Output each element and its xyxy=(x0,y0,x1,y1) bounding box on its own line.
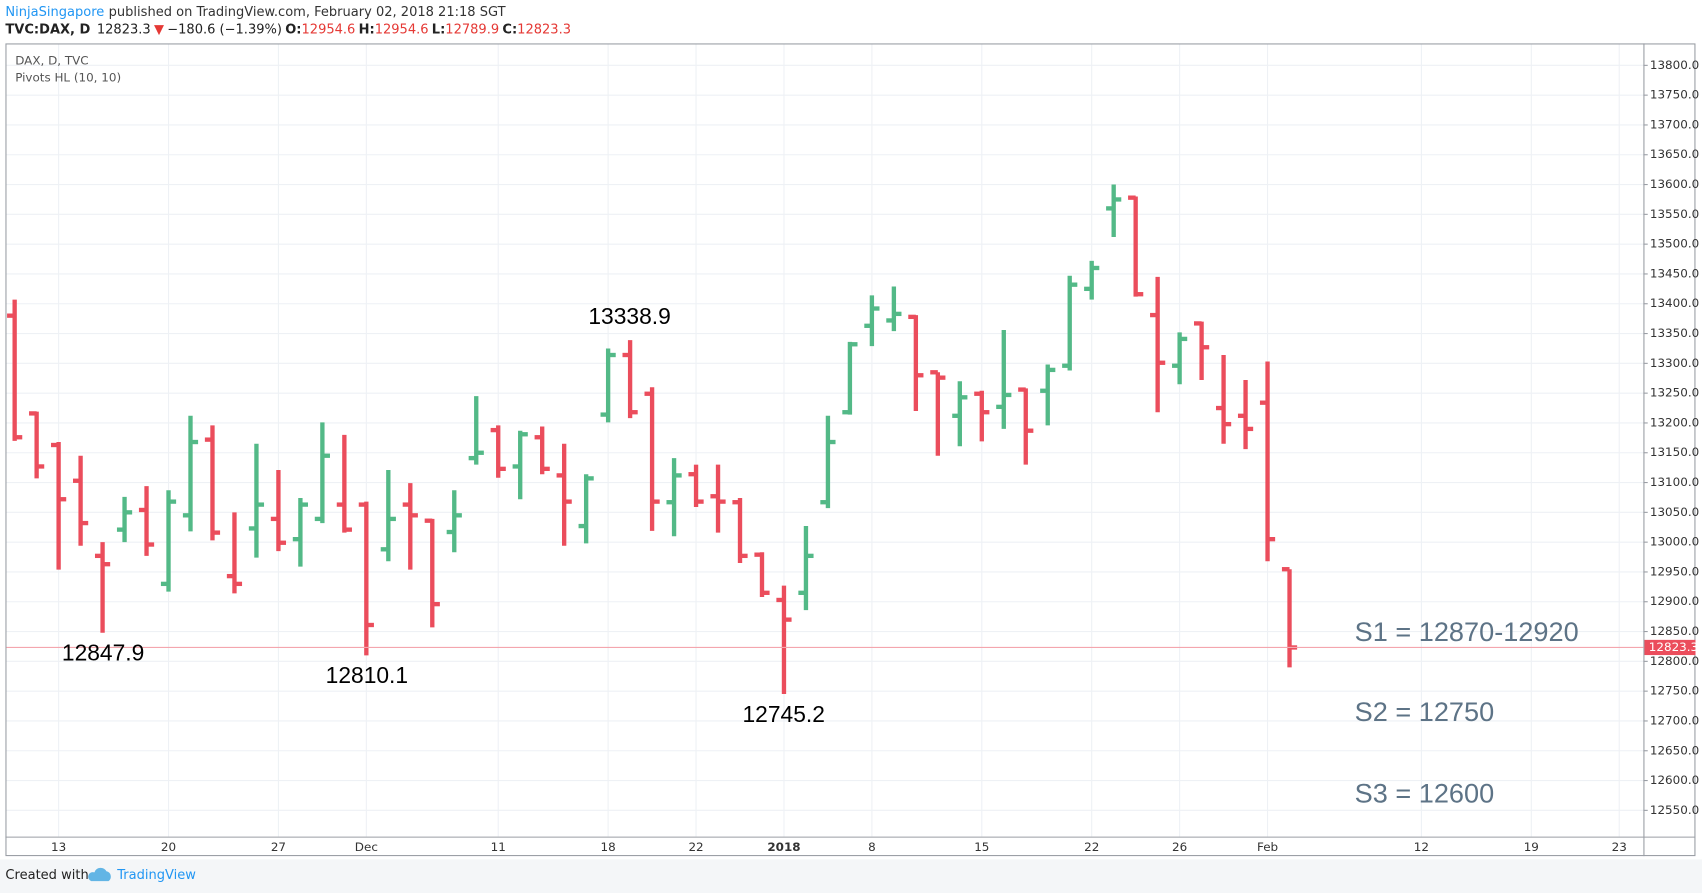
x-tick-label: 8 xyxy=(868,840,876,854)
y-tick-label: 13300.0 xyxy=(1650,356,1699,370)
y-tick-label: 13400.0 xyxy=(1650,296,1699,310)
ohlc-value: 12823.3 xyxy=(517,22,571,37)
x-tick-label: 15 xyxy=(974,840,989,854)
annotation: 12810.1 xyxy=(326,662,408,688)
author[interactable]: NinjaSingapore xyxy=(5,4,104,19)
y-tick-label: 13450.0 xyxy=(1650,266,1699,280)
x-tick-label: 22 xyxy=(688,840,703,854)
legend-indicator: Pivots HL (10, 10) xyxy=(15,71,121,85)
y-tick-label: 13000.0 xyxy=(1650,535,1699,549)
y-tick-label: 12550.0 xyxy=(1650,803,1699,817)
y-tick-label: 13750.0 xyxy=(1650,88,1699,102)
change: −180.6 (−1.39%) xyxy=(167,22,282,37)
ohlc-label: L: xyxy=(432,22,446,37)
y-tick-label: 12750.0 xyxy=(1650,684,1699,698)
x-tick-label: 22 xyxy=(1084,840,1099,854)
y-tick-label: 13100.0 xyxy=(1650,475,1699,489)
y-tick-label: 12850.0 xyxy=(1650,624,1699,638)
ohlc-value: 12954.6 xyxy=(375,22,429,37)
x-tick-label: 27 xyxy=(271,840,286,854)
y-tick-label: 13800.0 xyxy=(1650,58,1699,72)
x-tick-label: 18 xyxy=(601,840,616,854)
x-tick-label: 2018 xyxy=(767,840,800,854)
y-tick-label: 12700.0 xyxy=(1650,713,1699,727)
last-price-tag xyxy=(1644,639,1696,656)
y-tick-label: 13200.0 xyxy=(1650,415,1699,429)
x-tick-label: 23 xyxy=(1612,840,1627,854)
bars xyxy=(7,184,1298,695)
y-tick-label: 13500.0 xyxy=(1650,237,1699,251)
x-tick-label: Feb xyxy=(1257,840,1278,854)
x-tick-label: 12 xyxy=(1414,840,1429,854)
annotation: S2 = 12750 xyxy=(1355,696,1495,727)
footer-bar xyxy=(0,859,1702,893)
footer-brand[interactable]: TradingView xyxy=(116,868,196,883)
ohlc-value: 12789.9 xyxy=(445,22,499,37)
y-tick-label: 13650.0 xyxy=(1650,147,1699,161)
frame xyxy=(5,43,1696,857)
annotation: 13338.9 xyxy=(588,303,670,329)
logo xyxy=(88,867,111,882)
price: 12823.3 xyxy=(97,22,151,37)
y-tick-label: 13050.0 xyxy=(1650,505,1699,519)
y-tick-label: 12600.0 xyxy=(1650,773,1699,787)
ohlc-label: C: xyxy=(502,22,517,37)
footer-text: Created with xyxy=(5,868,88,883)
ohlc-label: O: xyxy=(285,22,301,37)
y-tick-label: 13350.0 xyxy=(1650,326,1699,340)
legend-title: DAX, D, TVC xyxy=(15,53,88,67)
y-tick-label: 12950.0 xyxy=(1650,564,1699,578)
x-tick-label: 19 xyxy=(1524,840,1539,854)
x-tick-label: 13 xyxy=(51,840,66,854)
y-tick-label: 13250.0 xyxy=(1650,386,1699,400)
symbol: TVC:DAX, D xyxy=(5,22,90,37)
published: published on TradingView.com, February 0… xyxy=(109,4,506,19)
symbol-line: TVC:DAX, D 12823.3 ▼ −180.6 (−1.39%) O:12954… xyxy=(5,22,571,37)
annotation: S3 = 12600 xyxy=(1355,778,1495,809)
y-tick-label: 13150.0 xyxy=(1650,445,1699,459)
x-tick-label: 26 xyxy=(1172,840,1187,854)
last-price-label: 12823.3 xyxy=(1649,640,1698,654)
y-tick-label: 13700.0 xyxy=(1650,117,1699,131)
x-tick-label: 11 xyxy=(491,840,506,854)
y-tick-label: 12650.0 xyxy=(1650,743,1699,757)
annotation: 12745.2 xyxy=(743,701,825,727)
arrow: ▼ xyxy=(154,22,164,37)
x-tick-label: Dec xyxy=(355,840,378,854)
y-tick-label: 13600.0 xyxy=(1650,177,1699,191)
y-tick-label: 13550.0 xyxy=(1650,207,1699,221)
ohlc-label: H: xyxy=(359,22,375,37)
annotation: S1 = 12870-12920 xyxy=(1355,616,1579,647)
x-tick-label: 20 xyxy=(161,840,176,854)
header-line: NinjaSingapore published on TradingView.c… xyxy=(5,4,505,19)
y-tick-label: 12900.0 xyxy=(1650,594,1699,608)
grid xyxy=(6,44,1644,837)
ohlc-value: 12954.6 xyxy=(302,22,356,37)
annotation: 12847.9 xyxy=(62,639,144,665)
y-tick-label: 12800.0 xyxy=(1650,654,1699,668)
